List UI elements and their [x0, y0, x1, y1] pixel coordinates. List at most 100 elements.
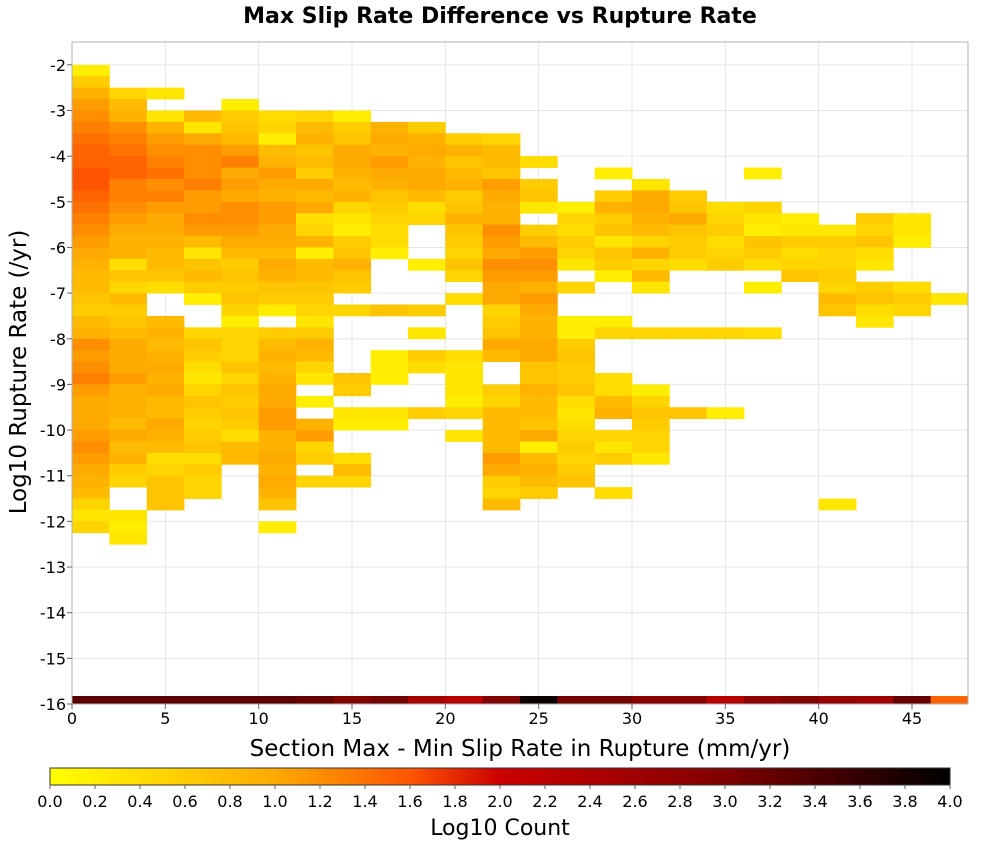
x-tick-label: 35: [715, 709, 735, 728]
heatmap-cell: [482, 258, 521, 271]
heatmap-cell: [706, 407, 745, 420]
heatmap-cell: [706, 258, 745, 271]
heatmap-cell: [109, 315, 148, 328]
heatmap-cell: [146, 441, 185, 454]
heatmap-cell: [893, 293, 932, 305]
y-axis-label: Log10 Rupture Rate (/yr): [6, 230, 32, 515]
heatmap-cell: [146, 338, 185, 351]
heatmap-cell: [296, 247, 334, 260]
heatmap-cell: [146, 236, 185, 248]
heatmap-cell: [482, 395, 521, 408]
heatmap-cell-bottom: [893, 696, 932, 704]
heatmap-cell: [109, 350, 148, 362]
heatmap-cell: [184, 452, 222, 465]
heatmap-cell: [184, 327, 222, 340]
heatmap-cell-bottom: [258, 696, 297, 704]
y-tick-label: -14: [40, 604, 66, 623]
heatmap-cell: [184, 350, 222, 362]
heatmap-cell: [146, 430, 185, 442]
heatmap-cell: [146, 315, 185, 328]
heatmap-cell: [221, 281, 260, 294]
heatmap-cell: [296, 258, 334, 271]
x-axis-label: Section Max - Min Slip Rate in Rupture (…: [250, 736, 791, 762]
heatmap-cell: [744, 281, 782, 294]
heatmap-cell: [221, 395, 260, 408]
heatmap-cell: [370, 350, 409, 362]
heatmap-cell: [296, 475, 334, 488]
heatmap-cell: [109, 521, 148, 534]
heatmap-cell: [333, 178, 372, 191]
x-tick-label: 40: [808, 709, 828, 728]
heatmap-cell: [109, 281, 148, 294]
heatmap-cell: [557, 407, 596, 420]
heatmap-cell: [184, 384, 222, 397]
heatmap-cell: [333, 236, 372, 248]
heatmap-cell: [72, 430, 110, 442]
heatmap-cell: [72, 418, 110, 431]
heatmap-cell: [109, 201, 148, 214]
heatmap-cell: [146, 270, 185, 283]
heatmap-cell: [109, 224, 148, 237]
heatmap-cell: [146, 133, 185, 146]
heatmap-cell: [221, 213, 260, 226]
heatmap-cell: [781, 258, 820, 271]
heatmap-cell: [296, 441, 334, 454]
x-tick-label: 25: [528, 709, 548, 728]
heatmap-cell: [520, 224, 558, 237]
heatmap-cell: [296, 121, 334, 134]
heatmap-cell-bottom: [296, 696, 334, 704]
heatmap-cell: [818, 281, 857, 294]
heatmap-cell: [482, 178, 521, 191]
heatmap-cell: [594, 487, 633, 499]
heatmap-cell: [706, 213, 745, 226]
heatmap-cell: [520, 258, 558, 271]
heatmap-cell: [109, 464, 148, 477]
heatmap-cell-bottom: [482, 696, 521, 704]
heatmap-cell: [856, 224, 894, 237]
heatmap-cell: [146, 384, 185, 397]
heatmap-cell: [72, 76, 110, 89]
heatmap-cell: [333, 224, 372, 237]
heatmap-cell: [221, 315, 260, 328]
heatmap-cell: [856, 213, 894, 226]
colorbar-tick-label: 0.6: [172, 792, 197, 811]
heatmap-cell: [482, 281, 521, 294]
heatmap-cell: [557, 201, 596, 214]
y-tick-label: -7: [50, 284, 66, 303]
heatmap-cell: [109, 327, 148, 340]
heatmap-cell: [706, 236, 745, 248]
heatmap-cell: [632, 270, 670, 283]
heatmap-cell: [258, 293, 297, 305]
heatmap-cell: [258, 418, 297, 431]
colorbar-tick-label: 3.0: [712, 792, 737, 811]
heatmap-cell: [109, 430, 148, 442]
heatmap-cell: [333, 281, 372, 294]
heatmap-cell: [482, 236, 521, 248]
heatmap-cell: [370, 190, 409, 203]
heatmap-cell: [893, 281, 932, 294]
heatmap-cell: [557, 315, 596, 328]
heatmap-cell: [557, 338, 596, 351]
heatmap-cell: [557, 452, 596, 465]
heatmap-cell: [557, 441, 596, 454]
heatmap-cell: [146, 464, 185, 477]
heatmap-cell: [370, 133, 409, 146]
heatmap-cell: [221, 110, 260, 123]
heatmap-cell: [520, 304, 558, 317]
heatmap-cell: [482, 133, 521, 146]
heatmap-cell: [109, 395, 148, 408]
heatmap-cell: [184, 373, 222, 385]
colorbar-tick-label: 2.0: [487, 792, 512, 811]
plot-border: [71, 41, 969, 705]
heatmap-cell: [72, 509, 110, 522]
x-tick-label: 20: [435, 709, 455, 728]
heatmap-cell: [408, 213, 446, 226]
heatmap-cell: [632, 201, 670, 214]
x-tick-label: 10: [248, 709, 268, 728]
heatmap-cell: [408, 133, 446, 146]
y-tick-label: -10: [40, 421, 66, 440]
heatmap-cell: [258, 236, 297, 248]
heatmap-cell: [445, 384, 484, 397]
heatmap-cell-bottom: [370, 696, 409, 704]
heatmap-cell: [72, 361, 110, 374]
